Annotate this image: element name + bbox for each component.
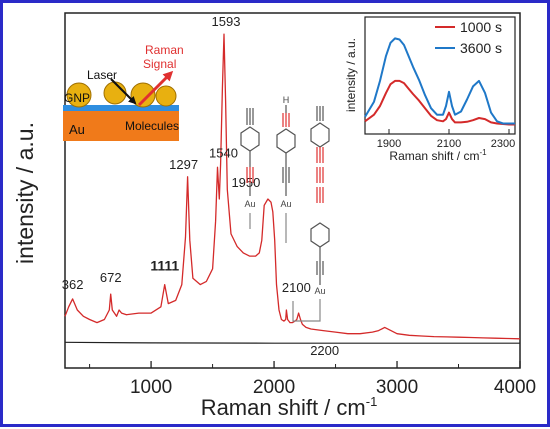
- gold-nanoparticle: [66, 82, 92, 108]
- inset-legend: 1000 s 3600 s: [435, 19, 502, 56]
- inset-x-tick-label: 2300: [491, 138, 515, 150]
- peak-label: 1111: [150, 258, 179, 274]
- laser-label: Laser: [87, 68, 117, 82]
- peak-label: 362: [62, 277, 84, 292]
- peak-label: 1540: [209, 145, 238, 160]
- molecule-3-au-label: Au: [314, 286, 325, 296]
- series-line-red: [64, 33, 521, 340]
- main-x-axis-label: Raman shift / cm-1: [201, 394, 378, 420]
- laser-arrow: [110, 78, 137, 105]
- main-x-tick-label: 2000: [253, 377, 295, 398]
- peak-label: 672: [100, 270, 122, 285]
- peak-label: 2200: [310, 343, 339, 358]
- au-label: Au: [69, 122, 85, 137]
- raman-signal-arrow: [137, 70, 174, 107]
- main-x-ticks: 1000 2000 3000 4000: [89, 361, 536, 398]
- series-line-black: [64, 341, 520, 344]
- peak-label: 1950: [231, 175, 260, 190]
- main-peak-labels: 362 672 1111 1297 1540 1593 1950 2100 2200: [62, 14, 339, 358]
- inset-x-tick-label: 1900: [377, 138, 401, 150]
- molecule-2-h-label: H: [283, 95, 290, 105]
- molecule-layer: [63, 105, 179, 111]
- main-x-tick-label: 1000: [130, 377, 172, 398]
- inset-x-ticks: 1900 2100 2300: [377, 129, 515, 150]
- inset-series-3600s: [364, 37, 515, 125]
- figure: 1000 2000 3000 4000 362 672 1111 1297 1540 1593 1…: [12, 12, 536, 420]
- main-x-tick-label: 4000: [494, 377, 536, 398]
- molecules-label: Molecules: [125, 119, 179, 133]
- main-plot-area: [64, 12, 521, 369]
- gold-nanoparticle: [155, 85, 177, 107]
- inset-series-1000s: [364, 79, 515, 126]
- legend-label-1000s: 1000 s: [460, 19, 502, 35]
- main-y-axis-label: intensity / a.u.: [12, 122, 38, 264]
- molecule-2-au-label: Au: [280, 199, 291, 209]
- legend-label-3600s: 3600 s: [460, 40, 502, 56]
- raman-label: Raman: [145, 43, 184, 57]
- molecule-3: Au: [310, 106, 330, 296]
- molecule-2: H Au: [276, 95, 296, 209]
- peak-label: 2100: [282, 280, 311, 295]
- molecule-1-au-label: Au: [244, 199, 255, 209]
- inset-chart: 1900 2100 2300 intensity / a.u. Raman shif…: [344, 16, 516, 163]
- schematic-inset: Laser Raman Signal GNP Au Molecules: [63, 43, 184, 141]
- inset-y-axis-label: intensity / a.u.: [344, 38, 358, 112]
- peak-label: 1593: [212, 14, 241, 29]
- inset-x-tick-label: 2100: [437, 138, 461, 150]
- molecule-1: Au: [240, 108, 260, 209]
- peak-label: 1297: [169, 157, 198, 172]
- leader-line-2200: [292, 299, 321, 322]
- signal-label: Signal: [143, 57, 176, 71]
- gold-nanoparticle: [130, 82, 156, 108]
- inset-x-axis-label: Raman shift / cm-1: [389, 148, 487, 163]
- main-series: [64, 33, 521, 344]
- gnp-label: GNP: [64, 91, 90, 105]
- inset-series: [364, 37, 515, 126]
- main-x-tick-label: 3000: [376, 377, 418, 398]
- molecule-structures: Au H Au: [240, 95, 330, 322]
- au-substrate: [63, 111, 179, 141]
- gold-nanoparticle: [103, 81, 127, 105]
